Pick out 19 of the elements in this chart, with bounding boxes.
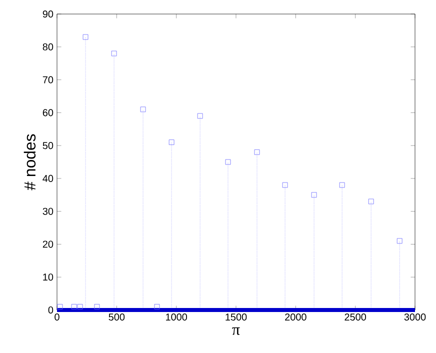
y-tick-label: 10 bbox=[43, 274, 54, 281]
x-tick-label: 2500 bbox=[344, 314, 366, 321]
y-tick-label: 40 bbox=[42, 174, 54, 182]
y-tick-label: 80 bbox=[42, 43, 54, 50]
y-tick-label: 0 bbox=[48, 306, 54, 314]
y-tick-label: 50 bbox=[42, 142, 54, 150]
y-tick-label: 20 bbox=[42, 240, 54, 248]
y-tick-label: 60 bbox=[42, 109, 54, 116]
y-tick-label: 90 bbox=[42, 10, 54, 18]
x-tick-label: 0 bbox=[54, 314, 60, 321]
x-tick-label: 1000 bbox=[166, 314, 188, 321]
x-tick-label: 500 bbox=[108, 314, 125, 321]
x-axis-title: π bbox=[232, 327, 240, 335]
x-tick-label: 2000 bbox=[285, 314, 306, 321]
y-axis-title: # nodes bbox=[24, 134, 36, 190]
x-tick-label: 1500 bbox=[226, 314, 247, 321]
x-tick-label: 3000 bbox=[404, 314, 426, 321]
y-tick-label: 70 bbox=[42, 76, 54, 84]
y-tick-label: 30 bbox=[42, 208, 54, 215]
